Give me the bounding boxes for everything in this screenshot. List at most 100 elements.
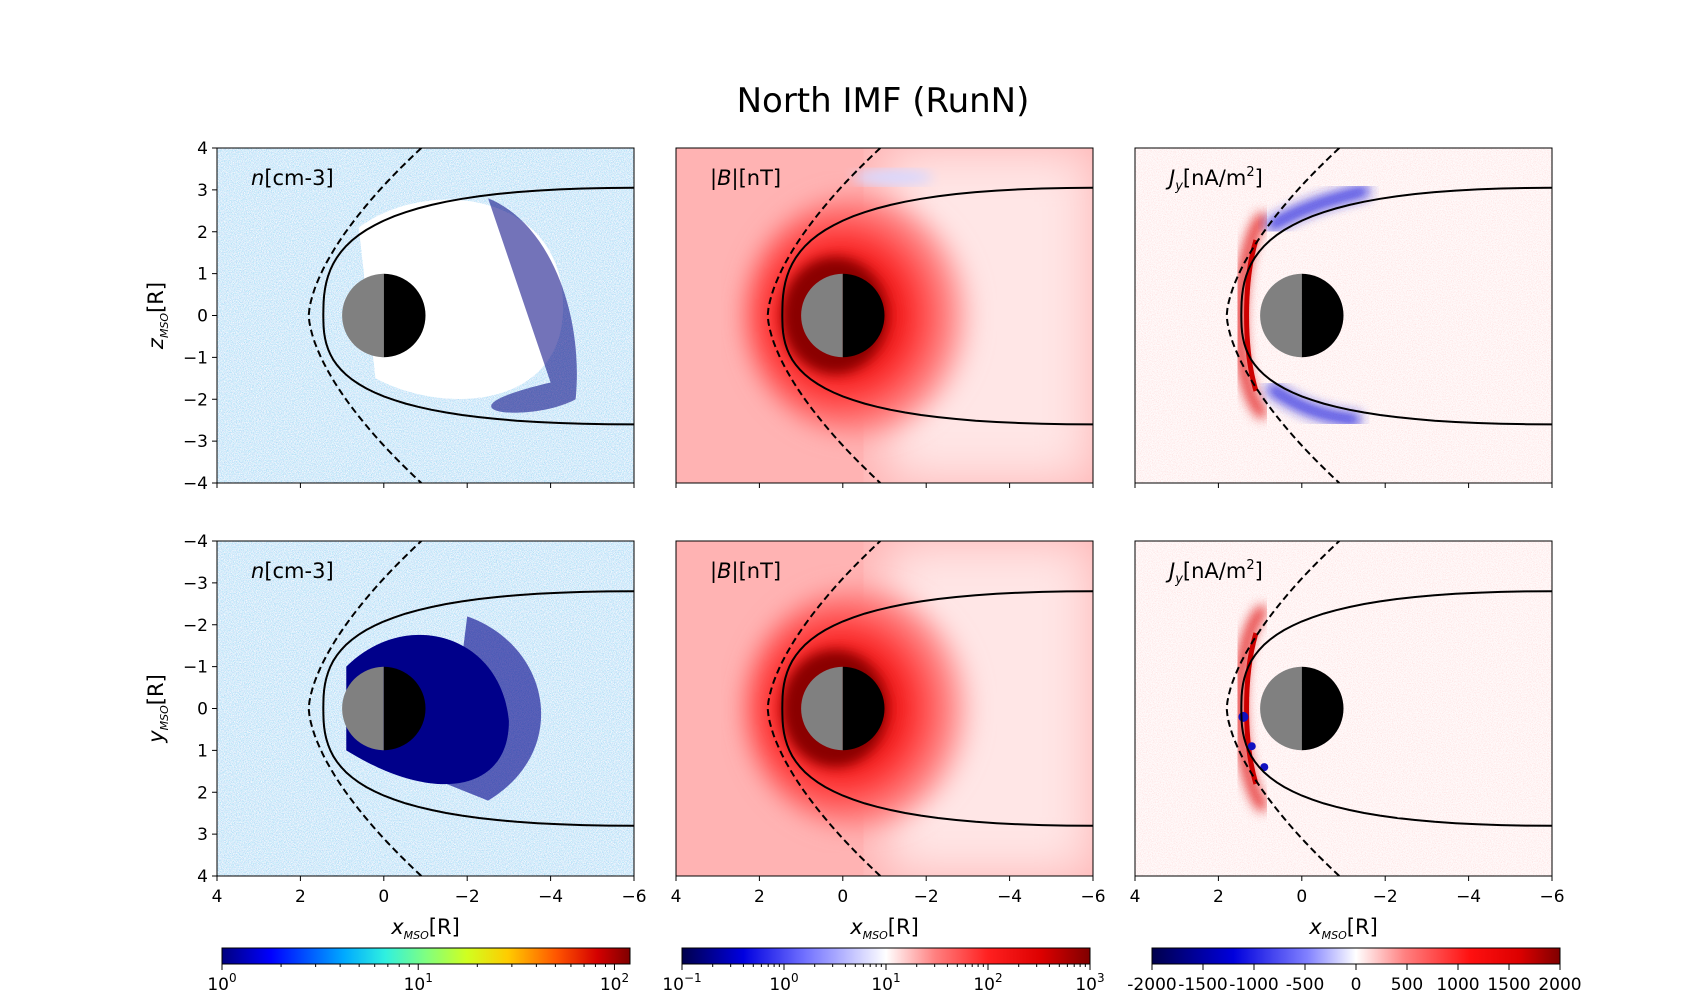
magnetopause-curve — [781, 186, 1093, 426]
variable-label: n[cm-3] — [251, 559, 334, 583]
y-tick-label: 4 — [197, 867, 208, 887]
y-tick-label: −1 — [183, 348, 208, 368]
y-tick-label: −2 — [183, 616, 208, 636]
x-tick-label: 4 — [671, 887, 682, 907]
current-negative-spot — [1238, 711, 1249, 722]
magnetopause-curve — [322, 590, 634, 827]
panel-image — [217, 541, 634, 876]
colorbar-fill — [681, 947, 1091, 965]
panel-xz-0: n[cm-3] 4 3 2 1 0 −1 −2 −3 −4 zMSO[R] — [144, 139, 635, 494]
colorbar-tick-label: -1500 — [1178, 975, 1227, 995]
magnetopause-curve — [1240, 186, 1552, 426]
y-tick-label: 1 — [197, 741, 208, 761]
panel-xy-0: n[cm-3] 4 2 0 −2 −4 −6 xMSO[R] −4 −3 −2 −1 0 1 2 3 4 yMSO… — [144, 532, 647, 942]
bow-shock-curve — [1225, 541, 1340, 876]
x-axis-label: xMSO[R] — [849, 915, 919, 942]
colorbar-tick-label: 100 — [769, 971, 798, 995]
current-sheet-positive — [1235, 212, 1268, 420]
current-negative-south — [1265, 382, 1361, 426]
planet-nightside — [842, 666, 885, 751]
variable-label: n[cm-3] — [251, 166, 334, 190]
colorbar-tick-label: 500 — [1391, 975, 1423, 995]
planet-dayside — [1260, 666, 1302, 751]
variable-label: |B|[nT] — [710, 559, 781, 584]
panel-frame — [1134, 147, 1553, 484]
colorbar-tick-label: 102 — [600, 971, 629, 995]
colorbar-tick-label: 1000 — [1436, 975, 1479, 995]
y-tick-label: 4 — [197, 139, 208, 159]
density-colorbar: 100 101 102 — [207, 947, 631, 995]
colorbar-tick-label: 0 — [1351, 975, 1362, 995]
x-tick-label: −2 — [455, 887, 480, 907]
y-tick-label: 3 — [197, 825, 208, 845]
planet-nightside — [1301, 273, 1344, 358]
panel-image — [1135, 541, 1552, 876]
x-tick-label: 2 — [754, 887, 765, 907]
magnetopause-curve — [781, 590, 1093, 827]
variable-label: |B|[nT] — [710, 166, 781, 191]
planet-dayside — [801, 666, 843, 751]
colorbar-fill — [221, 947, 631, 965]
colorbar-tick-label: 103 — [1075, 971, 1104, 995]
panel-xz-1: |B|[nT] — [675, 147, 1094, 488]
y-tick-label: 1 — [197, 265, 208, 285]
colorbar-tick-label: 10−1 — [662, 971, 701, 995]
y-axis-label: yMSO[R] — [144, 674, 171, 744]
x-tick-label: −6 — [1539, 887, 1564, 907]
bow-shock-curve — [307, 541, 422, 876]
colorbar-tick-label: -500 — [1286, 975, 1325, 995]
panel-xy-1: |B|[nT] 4 2 0 −2 −4 −6 xMSO[R] — [671, 540, 1106, 942]
y-tick-label: 0 — [197, 307, 208, 327]
x-tick-label: 0 — [1296, 887, 1307, 907]
x-tick-label: −6 — [621, 887, 646, 907]
variable-label: Jy[nA/m2] — [1165, 165, 1263, 194]
x-tick-label: 2 — [295, 887, 306, 907]
colorbar-tick-label: 102 — [973, 971, 1002, 995]
variable-label: Jy[nA/m2] — [1165, 558, 1263, 587]
bow-shock-curve — [1225, 148, 1340, 483]
planet-dayside — [801, 273, 843, 358]
colorbar-tick-label: 101 — [404, 971, 433, 995]
colorbar-tick-label: 1500 — [1487, 975, 1530, 995]
planet-dayside — [342, 273, 384, 358]
x-tick-label: −4 — [1456, 887, 1481, 907]
panel-image — [676, 148, 1093, 483]
planet-dayside — [342, 666, 384, 751]
bow-shock-curve — [766, 148, 881, 483]
bfield-low-region — [852, 169, 933, 186]
y-tick-label: 2 — [197, 223, 208, 243]
y-tick-label: −1 — [183, 658, 208, 678]
x-tick-label: −4 — [538, 887, 563, 907]
planet-nightside — [383, 666, 426, 751]
y-tick-label: −3 — [183, 574, 208, 594]
panel-image — [217, 148, 634, 483]
y-tick-label: 3 — [197, 181, 208, 201]
panel-xz-2: Jy[nA/m2] — [1134, 147, 1553, 488]
x-tick-label: 4 — [1130, 887, 1141, 907]
x-tick-label: 4 — [212, 887, 223, 907]
y-tick-label: 2 — [197, 783, 208, 803]
x-tick-label: 2 — [1213, 887, 1224, 907]
x-tick-label: −4 — [997, 887, 1022, 907]
x-axis-label: xMSO[R] — [390, 915, 460, 942]
y-tick-label: −2 — [183, 390, 208, 410]
x-tick-label: 0 — [837, 887, 848, 907]
density-boundary-layer — [446, 616, 542, 801]
y-tick-label: −4 — [183, 532, 208, 552]
density-boundary-layer — [488, 198, 577, 413]
current-sheet-core — [1244, 632, 1259, 785]
colorbar-fill — [1151, 947, 1561, 965]
x-axis-label: xMSO[R] — [1308, 915, 1378, 942]
y-tick-label: −3 — [183, 432, 208, 452]
x-tick-label: −2 — [914, 887, 939, 907]
panel-image — [676, 541, 1093, 876]
magnetopause-curve — [322, 186, 634, 426]
colorbar-tick-label: 100 — [207, 971, 236, 995]
x-tick-label: −6 — [1080, 887, 1105, 907]
panel-frame — [675, 147, 1094, 484]
x-tick-label: −2 — [1373, 887, 1398, 907]
planet-dayside — [1260, 273, 1302, 358]
y-axis-label: zMSO[R] — [144, 282, 171, 350]
colorbar-tick-label: 101 — [871, 971, 900, 995]
